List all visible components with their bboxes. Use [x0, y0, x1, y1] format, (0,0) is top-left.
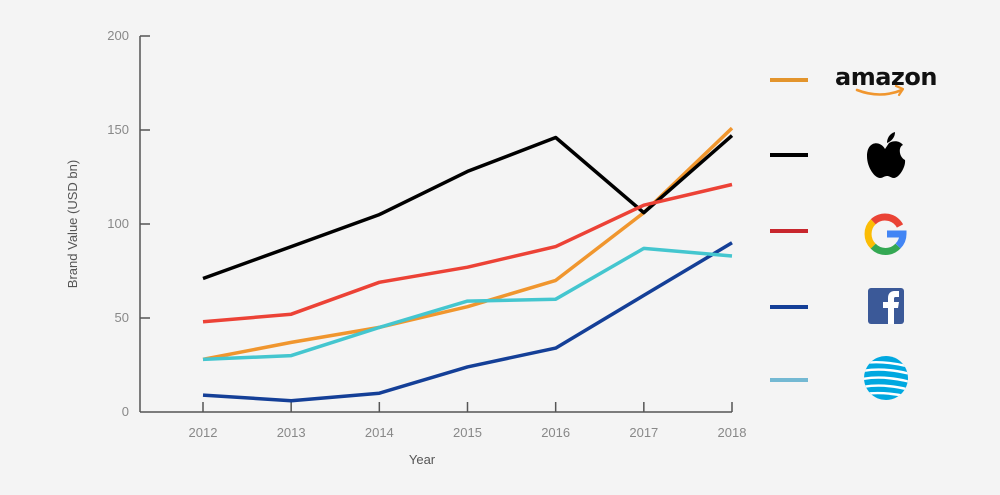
- legend-entry-facebook: [770, 288, 904, 324]
- legend-entry-google: [770, 213, 907, 255]
- x-axis-title: Year: [409, 452, 436, 467]
- att-logo-icon: [864, 356, 908, 400]
- series-line-facebook: [202, 241, 733, 403]
- google-logo-icon: [864, 213, 907, 255]
- amazon-smile-icon: [855, 88, 904, 96]
- y-axis-title: Brand Value (USD bn): [65, 160, 80, 288]
- x-tick-label: 2018: [718, 425, 747, 440]
- x-tick-label: 2015: [453, 425, 482, 440]
- y-tick-label: 50: [115, 310, 129, 325]
- series-line-amazon: [202, 126, 734, 362]
- legend-entry-att: [770, 356, 908, 400]
- series-lines: [202, 126, 734, 403]
- y-tick-label: 200: [107, 28, 129, 43]
- apple-logo-icon: [867, 132, 906, 178]
- legend-entry-apple: [770, 132, 906, 178]
- x-tick-label: 2016: [541, 425, 570, 440]
- y-tick-label: 0: [122, 404, 129, 419]
- y-ticks: 0 50 100 150 200: [107, 28, 150, 419]
- series-line-at-t: [202, 246, 733, 362]
- x-tick-label: 2013: [277, 425, 306, 440]
- y-tick-label: 150: [107, 122, 129, 137]
- series-line-apple: [202, 134, 734, 281]
- x-tick-label: 2017: [629, 425, 658, 440]
- x-ticks: 2012 2013 2014 2015 2016 2017 2018: [189, 402, 747, 440]
- series-line-google: [202, 182, 733, 324]
- facebook-logo-icon: [868, 288, 904, 324]
- amazon-arrow-icon: [894, 84, 905, 97]
- legend-entry-amazon: amazon: [770, 63, 937, 97]
- legend: amazon: [770, 63, 937, 400]
- y-tick-label: 100: [107, 216, 129, 231]
- x-tick-label: 2014: [365, 425, 394, 440]
- x-tick-label: 2012: [189, 425, 218, 440]
- amazon-logo-icon: amazon: [835, 63, 937, 91]
